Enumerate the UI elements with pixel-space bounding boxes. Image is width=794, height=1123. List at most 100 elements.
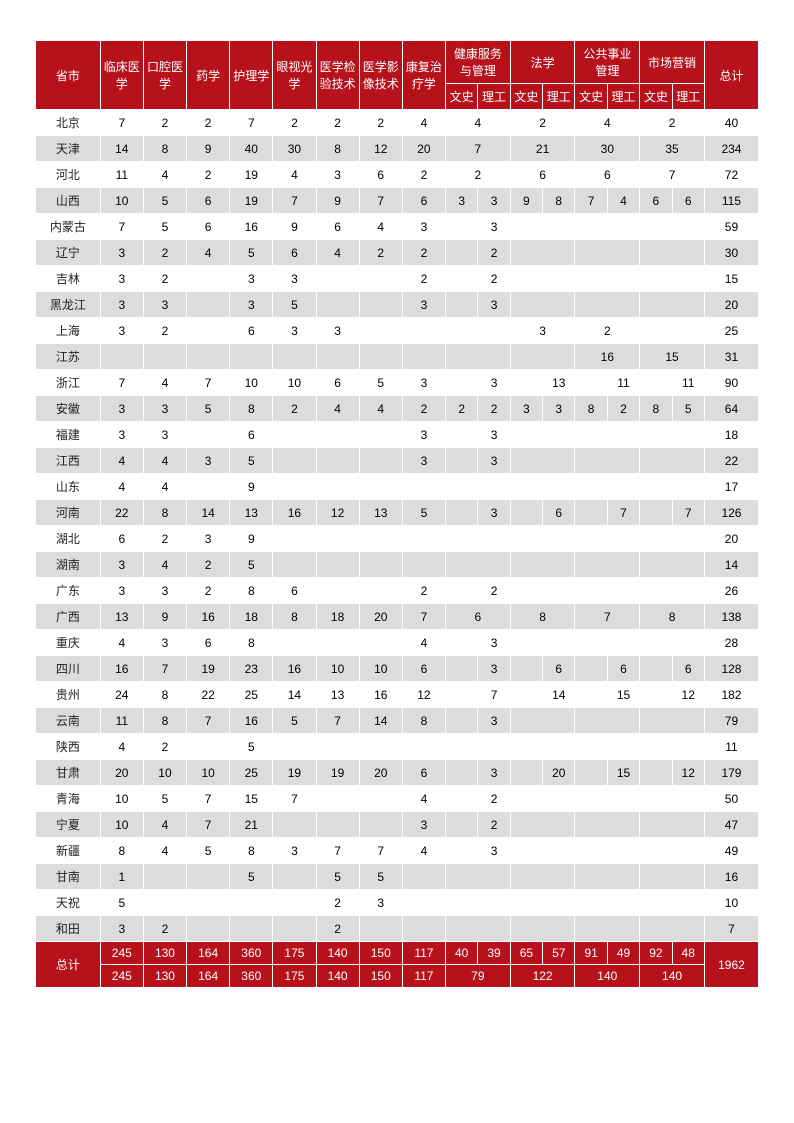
cell <box>445 500 477 526</box>
cell: 13 <box>230 500 273 526</box>
row-total: 17 <box>704 474 758 500</box>
cell <box>402 318 445 344</box>
cell <box>359 344 402 370</box>
cell-span <box>510 526 575 552</box>
cell: 3 <box>273 266 316 292</box>
cell: 6 <box>187 630 230 656</box>
cell-span <box>510 292 575 318</box>
cell: 2 <box>273 110 316 136</box>
hdr-sub: 文史 <box>510 84 542 110</box>
cell: 8 <box>230 838 273 864</box>
cell: 5 <box>100 890 143 916</box>
cell-span <box>445 864 510 890</box>
cell: 4 <box>100 474 143 500</box>
cell <box>402 864 445 890</box>
cell: 3 <box>100 552 143 578</box>
cell-span <box>510 890 575 916</box>
cell-span <box>640 240 705 266</box>
cell: 19 <box>230 162 273 188</box>
table-row: 广东332862226 <box>36 578 759 604</box>
cell: 6 <box>640 188 672 214</box>
cell: 5 <box>273 708 316 734</box>
cell: 14 <box>543 682 575 708</box>
province-cell: 宁夏 <box>36 812 101 838</box>
cell-span <box>640 630 705 656</box>
table-row: 天祝52310 <box>36 890 759 916</box>
cell-span: 2 <box>640 110 705 136</box>
cell <box>575 682 607 708</box>
cell <box>187 422 230 448</box>
cell <box>575 760 607 786</box>
cell: 4 <box>143 474 186 500</box>
hdr-major: 医学影像技术 <box>359 41 402 110</box>
ftr-cell: 140 <box>316 965 359 988</box>
hdr-major: 临床医学 <box>100 41 143 110</box>
cell: 2 <box>402 578 445 604</box>
cell: 2 <box>402 266 445 292</box>
table-row: 甘南155516 <box>36 864 759 890</box>
cell-span: 7 <box>575 604 640 630</box>
cell <box>187 292 230 318</box>
cell: 6 <box>607 656 639 682</box>
cell <box>359 812 402 838</box>
row-total: 28 <box>704 630 758 656</box>
row-total: 11 <box>704 734 758 760</box>
cell-span <box>510 266 575 292</box>
ftr-cell: 140 <box>640 965 705 988</box>
province-cell: 上海 <box>36 318 101 344</box>
cell <box>316 578 359 604</box>
province-cell: 浙江 <box>36 370 101 396</box>
cell <box>445 812 477 838</box>
hdr-group: 公共事业管理 <box>575 41 640 84</box>
cell: 6 <box>100 526 143 552</box>
cell-span <box>445 474 510 500</box>
row-total: 47 <box>704 812 758 838</box>
table-row: 贵州2482225141316127141512182 <box>36 682 759 708</box>
cell-span: 7 <box>445 136 510 162</box>
ftr-grand: 1962 <box>704 942 758 988</box>
cell <box>402 474 445 500</box>
province-cell: 河南 <box>36 500 101 526</box>
cell-span <box>575 786 640 812</box>
cell-span <box>510 864 575 890</box>
province-cell: 云南 <box>36 708 101 734</box>
ftr-cell: 150 <box>359 942 402 965</box>
cell: 23 <box>230 656 273 682</box>
hdr-sub: 文史 <box>575 84 607 110</box>
row-total: 115 <box>704 188 758 214</box>
cell <box>273 630 316 656</box>
cell: 3 <box>478 422 510 448</box>
cell <box>510 656 542 682</box>
cell-span <box>575 630 640 656</box>
ftr-cell: 79 <box>445 965 510 988</box>
cell <box>187 266 230 292</box>
table-row: 宁夏1047213247 <box>36 812 759 838</box>
cell: 3 <box>478 370 510 396</box>
cell: 6 <box>672 188 704 214</box>
cell: 2 <box>402 396 445 422</box>
cell-span <box>640 422 705 448</box>
cell: 3 <box>543 396 575 422</box>
cell: 2 <box>359 240 402 266</box>
cell <box>316 266 359 292</box>
ftr-cell: 130 <box>143 942 186 965</box>
cell-span <box>640 214 705 240</box>
table-row: 和田3227 <box>36 916 759 942</box>
cell <box>575 370 607 396</box>
hdr-major: 医学检验技术 <box>316 41 359 110</box>
cell: 10 <box>273 370 316 396</box>
row-total: 49 <box>704 838 758 864</box>
hdr-sub: 文史 <box>445 84 477 110</box>
cell: 3 <box>478 448 510 474</box>
cell: 6 <box>359 162 402 188</box>
cell: 14 <box>273 682 316 708</box>
cell <box>359 630 402 656</box>
cell: 5 <box>143 214 186 240</box>
cell: 3 <box>478 292 510 318</box>
cell-span <box>575 734 640 760</box>
cell-span <box>445 552 510 578</box>
cell: 20 <box>359 760 402 786</box>
cell <box>359 916 402 942</box>
row-total: 50 <box>704 786 758 812</box>
cell: 7 <box>100 214 143 240</box>
